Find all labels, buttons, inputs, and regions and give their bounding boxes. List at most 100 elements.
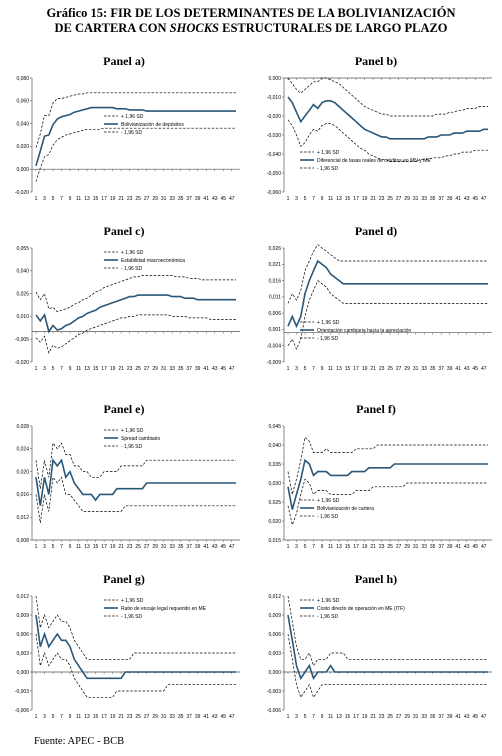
x-tick-label: 43 [212, 366, 218, 372]
y-tick-label: 0,016 [16, 492, 29, 498]
x-tick-label: 37 [438, 196, 444, 202]
x-tick-label: 11 [76, 714, 81, 720]
y-tick-label: 0,000 [268, 76, 281, 82]
x-tick-label: 5 [304, 544, 307, 550]
x-tick-label: 1 [287, 366, 290, 372]
x-tick-label: 27 [396, 714, 402, 720]
y-tick-label: 0,020 [16, 469, 29, 475]
x-tick-label: 3 [43, 366, 46, 372]
series-line-upper-band [287, 595, 488, 667]
x-tick-label: 11 [328, 714, 333, 720]
x-tick-label: 47 [229, 366, 235, 372]
y-tick-label: -0,006 [267, 708, 281, 714]
x-tick-label: 11 [76, 544, 81, 550]
chart-svg: -0,009 -0,004 0,001 0,006 0,011 0,016 0,021 0,0… [267, 244, 492, 372]
x-tick-label: 29 [404, 196, 410, 202]
x-tick-label: 29 [152, 544, 158, 550]
x-tick-label: 7 [60, 196, 63, 202]
x-tick-label: 23 [379, 714, 385, 720]
panel-title: Panel f) [356, 402, 396, 416]
x-tick-label: 17 [353, 714, 359, 720]
x-tick-label: 7 [60, 366, 63, 372]
x-tick-label: 23 [127, 366, 133, 372]
chart-panel-8: Panel h) -0,006 -0,003 0,000 0,003 0,006 0,009… [254, 570, 498, 740]
x-tick-label: 13 [336, 544, 342, 550]
x-tick-label: 19 [362, 196, 368, 202]
x-tick-label: 31 [161, 366, 167, 372]
x-tick-label: 17 [353, 544, 359, 550]
x-tick-label: 23 [127, 196, 133, 202]
y-tick-label: 0,030 [268, 481, 281, 487]
legend-label: Diferencial de tasas reales de créditos … [317, 158, 431, 164]
x-tick-label: 7 [60, 714, 63, 720]
legend-label: + 1,96 SD [121, 250, 144, 256]
legend-label: Bolivianización de cartera [317, 506, 374, 512]
chart-panel-2: Panel b) -0,060 -0,050 -0,040 -0,030 -0,020 -0… [254, 52, 498, 222]
x-tick-label: 9 [321, 544, 324, 550]
x-tick-label: 41 [203, 366, 209, 372]
series-line-main [287, 96, 488, 140]
x-tick-label: 7 [312, 544, 315, 550]
x-tick-label: 43 [464, 196, 470, 202]
x-tick-label: 11 [328, 544, 333, 550]
x-tick-label: 21 [118, 714, 124, 720]
x-tick-label: 33 [421, 544, 427, 550]
x-tick-label: 9 [321, 714, 324, 720]
x-tick-label: 33 [169, 366, 175, 372]
y-tick-label: -0,020 [15, 190, 29, 196]
legend-label: + 1,96 SD [317, 320, 340, 326]
x-tick-label: 19 [362, 366, 368, 372]
legend-label: Bolivianización de depósitos [121, 122, 184, 128]
x-tick-label: 39 [447, 196, 453, 202]
x-tick-label: 13 [84, 196, 90, 202]
panel-title: Panel e) [103, 402, 145, 416]
x-tick-label: 15 [93, 544, 99, 550]
series-line-lower-band [287, 633, 488, 699]
x-tick-label: 23 [127, 544, 133, 550]
y-tick-label: 0,008 [16, 538, 29, 544]
series-line-lower-band [35, 476, 236, 523]
y-tick-label: 0,003 [16, 651, 29, 657]
x-tick-label: 9 [69, 544, 72, 550]
x-tick-label: 35 [430, 544, 436, 550]
x-tick-label: 15 [345, 714, 351, 720]
x-tick-label: 25 [135, 544, 141, 550]
x-tick-label: 31 [161, 544, 167, 550]
y-tick-label: 0,006 [268, 311, 281, 317]
x-tick-label: 41 [455, 366, 461, 372]
series-line-lower-band [35, 314, 236, 354]
legend-label: - 1,96 SD [121, 266, 143, 272]
x-tick-label: 21 [370, 366, 376, 372]
x-tick-label: 21 [118, 196, 124, 202]
x-tick-label: 35 [430, 714, 436, 720]
x-tick-label: 15 [93, 366, 99, 372]
x-tick-label: 35 [178, 714, 184, 720]
x-tick-label: 17 [353, 366, 359, 372]
x-tick-label: 31 [413, 366, 419, 372]
y-tick-label: -0,010 [267, 95, 281, 101]
y-tick-label: -0,060 [267, 190, 281, 196]
x-tick-label: 39 [447, 714, 453, 720]
x-tick-label: 47 [481, 544, 487, 550]
y-tick-label: -0,006 [15, 708, 29, 714]
y-tick-label: -0,030 [267, 133, 281, 139]
y-tick-label: 0,003 [268, 651, 281, 657]
x-tick-label: 41 [203, 714, 209, 720]
x-tick-label: 31 [413, 714, 419, 720]
y-tick-label: 0,006 [16, 632, 29, 638]
x-tick-label: 27 [144, 544, 150, 550]
chart-panel-1: Panel a) -0,020 0,000 0,020 0,040 0,060 0,080 1… [2, 52, 246, 222]
figure-title-line1: Gráfico 15: FIR DE LOS DETERMINANTES DE … [46, 6, 456, 20]
y-tick-label: 0,000 [268, 670, 281, 676]
x-tick-label: 13 [336, 196, 342, 202]
legend-label: + 1,96 SD [317, 598, 340, 604]
chart-svg: -0,060 -0,050 -0,040 -0,030 -0,020 -0,010 0,00… [267, 76, 492, 202]
x-tick-label: 7 [312, 196, 315, 202]
legend-label: - 1,96 SD [317, 166, 339, 172]
legend-label: Costo directo de operación en ME (ITF) [317, 606, 405, 612]
x-tick-label: 25 [387, 366, 393, 372]
legend-label: + 1,96 SD [317, 498, 340, 504]
y-tick-label: 0,080 [16, 76, 29, 82]
chart-panel-6: Panel f) 0,015 0,020 0,025 0,030 0,035 0,040 0,… [254, 400, 498, 570]
